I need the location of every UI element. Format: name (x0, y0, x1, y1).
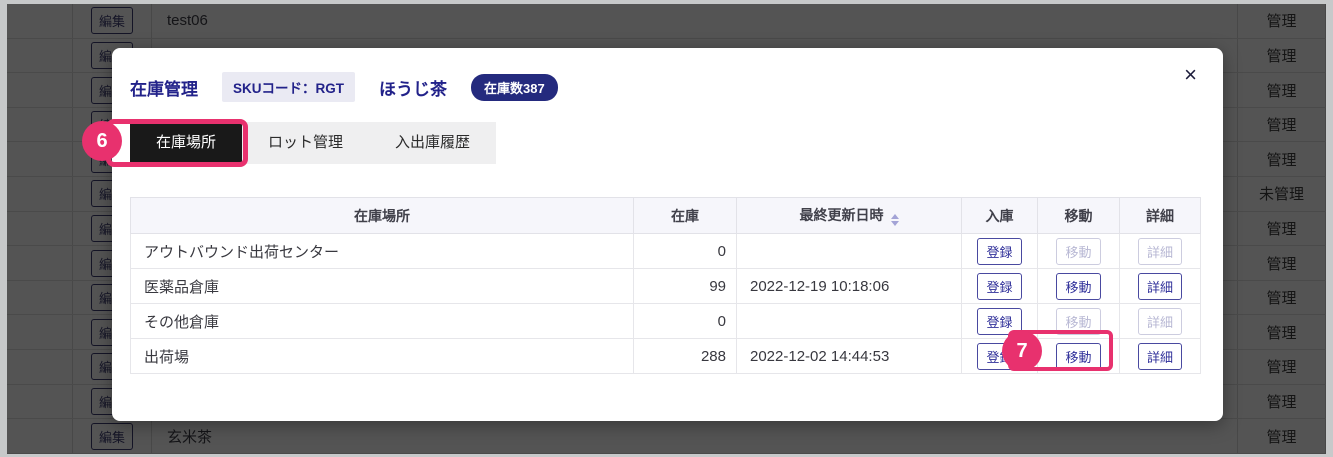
updated-value (736, 233, 962, 269)
page-title: 在庫管理 (130, 79, 198, 99)
stock-value: 0 (633, 303, 737, 339)
tab-bar: 在庫場所 ロット管理 入出庫履歴 (130, 122, 497, 164)
location-name: 医薬品倉庫 (130, 268, 634, 304)
move-button[interactable]: 移動 (1056, 272, 1101, 300)
updated-value (736, 303, 962, 339)
detail-button: 詳細 (1137, 307, 1182, 335)
annotation-step-badge: 6 (82, 121, 122, 161)
location-name: 出荷場 (130, 338, 634, 374)
move-button: 移動 (1056, 237, 1101, 265)
header-stock: 在庫 (633, 197, 737, 234)
updated-value: 2022-12-19 10:18:06 (736, 268, 962, 304)
close-icon[interactable]: × (1184, 62, 1197, 87)
register-button[interactable]: 登録 (977, 307, 1022, 335)
location-name: アウトバウンド出荷センター (130, 233, 634, 269)
sku-code-badge: SKUコード：RGT (222, 72, 355, 102)
annotation-step-badge: 7 (1002, 331, 1042, 371)
header-move: 移動 (1037, 197, 1120, 234)
location-name: その他倉庫 (130, 303, 634, 339)
detail-button[interactable]: 詳細 (1137, 342, 1182, 370)
detail-button: 詳細 (1137, 237, 1182, 265)
move-button[interactable]: 移動 (1056, 342, 1101, 370)
header-detail: 詳細 (1119, 197, 1201, 234)
move-button: 移動 (1056, 307, 1101, 335)
header-updated[interactable]: 最終更新日時 (736, 197, 962, 234)
table-row: その他倉庫 0 登録 移動 詳細 (130, 303, 1201, 339)
header-location: 在庫場所 (130, 197, 634, 234)
stock-count-badge: 在庫数387 (471, 73, 558, 101)
updated-value: 2022-12-02 14:44:53 (736, 338, 962, 374)
table-row: 医薬品倉庫 99 2022-12-19 10:18:06 登録 移動 詳細 (130, 268, 1201, 304)
modal-header: 在庫管理 SKUコード：RGT ほうじ茶 在庫数387 (130, 72, 558, 102)
sort-icon[interactable] (890, 214, 899, 226)
stock-value: 99 (633, 268, 737, 304)
detail-button[interactable]: 詳細 (1137, 272, 1182, 300)
header-inbound: 入庫 (961, 197, 1038, 234)
inventory-modal: × 在庫管理 SKUコード：RGT ほうじ茶 在庫数387 在庫場所 ロット管理… (112, 48, 1223, 421)
table-header-row: 在庫場所 在庫 最終更新日時 入庫 移動 詳細 (130, 197, 1201, 234)
product-name: ほうじ茶 (379, 79, 447, 99)
tab-inout-history[interactable]: 入出庫履歴 (395, 134, 471, 151)
register-button[interactable]: 登録 (977, 237, 1022, 265)
tab-stock-location[interactable]: 在庫場所 (130, 122, 243, 164)
stock-value: 0 (633, 233, 737, 269)
register-button[interactable]: 登録 (977, 272, 1022, 300)
stock-value: 288 (633, 338, 737, 374)
tab-lot-management[interactable]: ロット管理 (268, 134, 344, 151)
table-row: アウトバウンド出荷センター 0 登録 移動 詳細 (130, 233, 1201, 269)
